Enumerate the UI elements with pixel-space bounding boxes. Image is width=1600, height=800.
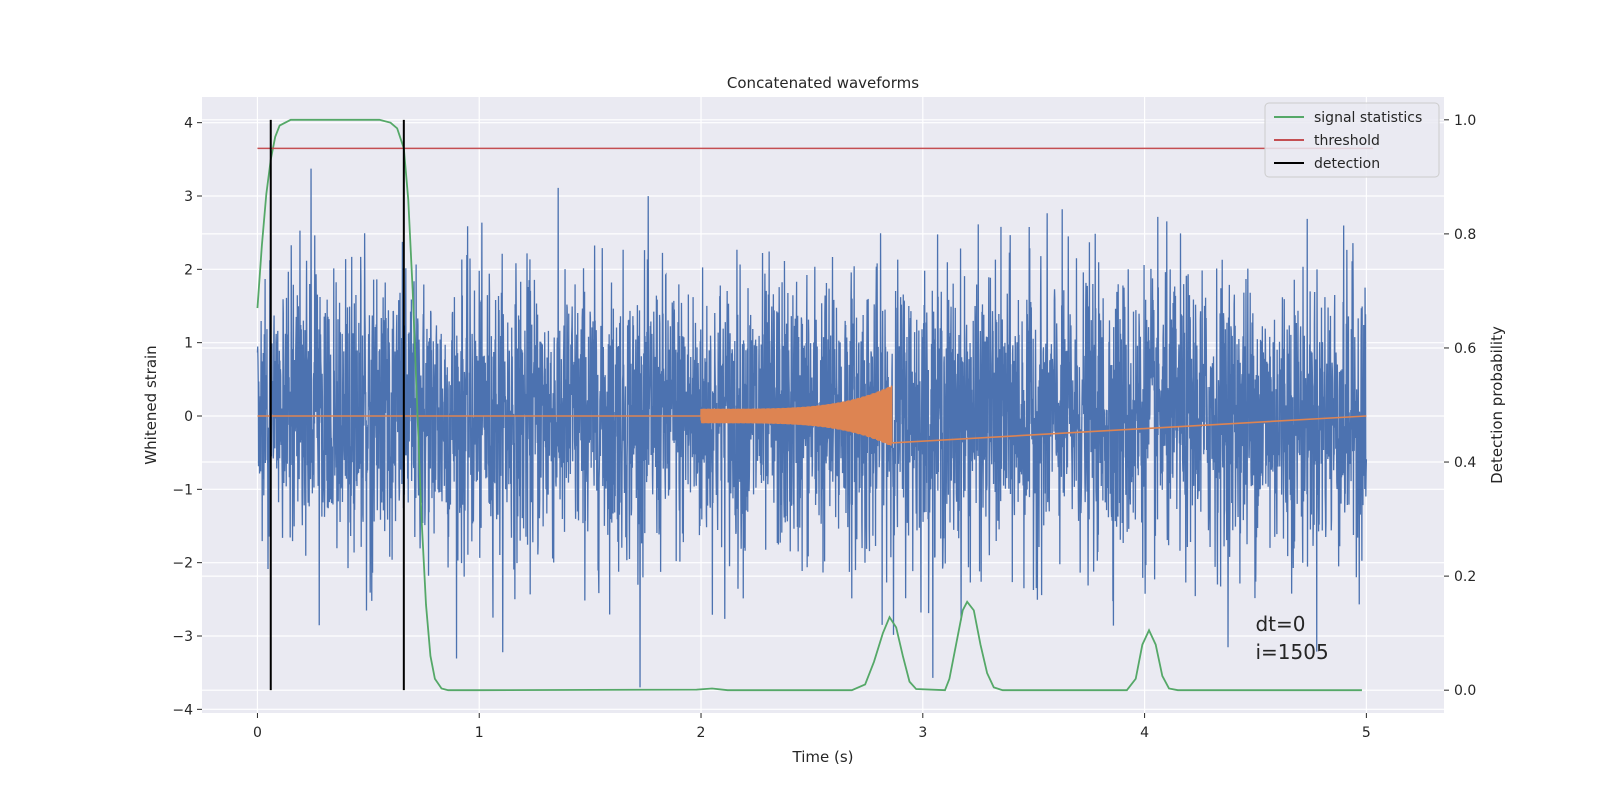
series-injected-waveform bbox=[257, 385, 1367, 446]
chart-title: Concatenated waveforms bbox=[727, 74, 919, 92]
x-tick-label: 2 bbox=[697, 725, 706, 741]
legend-label-signal-statistics: signal statistics bbox=[1314, 110, 1422, 126]
y-tick-label-left: −2 bbox=[172, 556, 193, 572]
y-tick-label-left: −1 bbox=[172, 482, 193, 498]
x-tick-label: 0 bbox=[253, 725, 262, 741]
x-tick-label: 4 bbox=[1140, 725, 1149, 741]
y-axis-label-right: Detection probability bbox=[1488, 326, 1506, 484]
annotation-dt: dt=0 bbox=[1255, 612, 1305, 636]
x-tick-label: 1 bbox=[475, 725, 484, 741]
series-signal-statistics bbox=[256, 118, 1362, 692]
y-tick-label-right: 0.8 bbox=[1454, 227, 1476, 243]
y-tick-label-right: 0.2 bbox=[1454, 569, 1476, 585]
y-tick-label-right: 0.6 bbox=[1454, 341, 1476, 357]
y-tick-label-right: 0.4 bbox=[1454, 455, 1476, 471]
plot-series bbox=[256, 118, 1374, 692]
y-tick-label-right: 0.0 bbox=[1454, 683, 1476, 699]
x-tick-label: 5 bbox=[1362, 725, 1371, 741]
legend-box bbox=[1264, 102, 1440, 178]
x-axis-label: Time (s) bbox=[792, 748, 854, 766]
y-tick-label-left: 1 bbox=[184, 336, 193, 352]
y-tick-label-left: 0 bbox=[184, 409, 193, 425]
y-tick-label-left: 2 bbox=[184, 262, 193, 278]
legend: signal statistics threshold detection bbox=[1264, 102, 1440, 178]
legend-label-detection: detection bbox=[1314, 156, 1380, 172]
annotation-index: i=1505 bbox=[1255, 640, 1328, 664]
axes: 0 1 2 3 4 5 4 3 2 1 0 −1 −2 −3 −4 1.0 0.8 0.6 0.4 0.2 0.0 bbox=[172, 113, 1476, 741]
x-tick-label: 3 bbox=[918, 725, 927, 741]
y-tick-label-left: 4 bbox=[184, 116, 193, 132]
series-whitened-strain bbox=[256, 168, 1368, 688]
y-axis-label-left: Whitened strain bbox=[142, 345, 160, 464]
y-tick-label-right: 1.0 bbox=[1454, 113, 1476, 129]
y-tick-label-left: −4 bbox=[172, 702, 193, 718]
legend-label-threshold: threshold bbox=[1314, 133, 1380, 149]
y-tick-label-left: −3 bbox=[172, 629, 193, 645]
y-tick-label-left: 3 bbox=[184, 189, 193, 205]
